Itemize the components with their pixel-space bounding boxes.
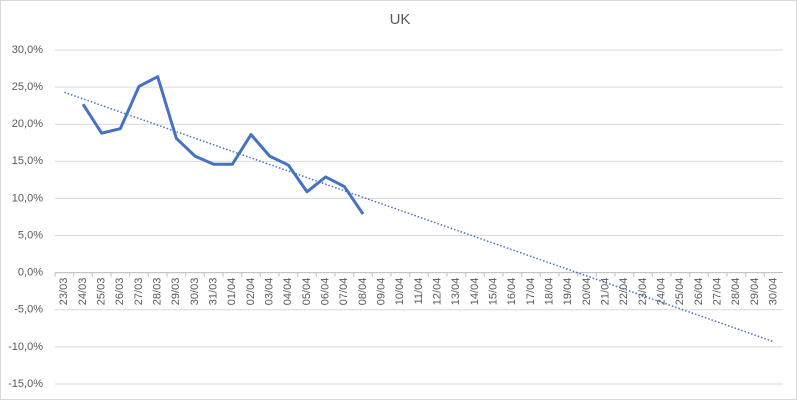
x-tick-label: 04/04 bbox=[282, 278, 294, 306]
data-line bbox=[81, 75, 365, 215]
x-tick-label: 27/03 bbox=[133, 278, 145, 306]
x-tick-label: 26/04 bbox=[693, 278, 705, 306]
x-tick-label: 24/04 bbox=[656, 278, 668, 306]
x-tick-label: 09/04 bbox=[376, 278, 388, 306]
trendline bbox=[64, 91, 774, 343]
y-tick-label: 5,0% bbox=[18, 229, 43, 241]
x-tick-label: 16/04 bbox=[506, 278, 518, 306]
x-tick-label: 21/04 bbox=[600, 278, 612, 306]
x-tick-label: 13/04 bbox=[450, 278, 462, 306]
x-tick-label: 17/04 bbox=[525, 278, 537, 306]
x-tick-label: 30/04 bbox=[768, 278, 780, 306]
x-tick-label: 11/04 bbox=[413, 278, 425, 305]
x-tick-label: 23/03 bbox=[58, 278, 70, 306]
x-tick-label: 29/03 bbox=[170, 278, 182, 306]
x-tick-label: 19/04 bbox=[562, 278, 574, 306]
x-tick-label: 01/04 bbox=[226, 278, 238, 306]
x-tick-label: 03/04 bbox=[264, 278, 276, 306]
x-tick-label: 07/04 bbox=[338, 278, 350, 306]
x-tick-label: 02/04 bbox=[245, 278, 257, 306]
x-tick-label: 27/04 bbox=[712, 278, 724, 306]
y-tick-label: -5,0% bbox=[14, 304, 43, 316]
y-tick-label: -10,0% bbox=[8, 341, 43, 353]
x-tick-label: 22/04 bbox=[618, 278, 630, 306]
x-tick-label: 25/03 bbox=[96, 278, 108, 306]
y-tick-label: -15,0% bbox=[8, 378, 43, 390]
x-tick-label: 14/04 bbox=[469, 278, 481, 306]
x-tick-label: 28/04 bbox=[730, 278, 742, 306]
x-tick-label: 10/04 bbox=[394, 278, 406, 306]
y-tick-label: 30,0% bbox=[12, 44, 43, 56]
y-tick-label: 15,0% bbox=[12, 155, 43, 167]
x-tick-label: 29/04 bbox=[749, 278, 761, 306]
x-tick-label: 24/03 bbox=[77, 278, 89, 306]
x-tick-label: 06/04 bbox=[320, 278, 332, 306]
x-tick-label: 23/04 bbox=[637, 278, 649, 306]
x-tick-label: 05/04 bbox=[301, 278, 313, 306]
chart-title: UK bbox=[390, 11, 411, 28]
x-tick-label: 08/04 bbox=[357, 278, 369, 306]
x-tick-label: 15/04 bbox=[488, 278, 500, 306]
x-tick-label: 25/04 bbox=[674, 278, 686, 306]
y-tick-label: 25,0% bbox=[12, 81, 43, 93]
y-tick-label: 0,0% bbox=[18, 267, 43, 279]
x-tick-label: 26/03 bbox=[114, 278, 126, 306]
x-tick-label: 20/04 bbox=[581, 278, 593, 306]
y-tick-label: 10,0% bbox=[12, 192, 43, 204]
x-tick-label: 30/03 bbox=[189, 278, 201, 306]
x-tick-label: 12/04 bbox=[432, 278, 444, 306]
x-tick-label: 31/03 bbox=[208, 278, 220, 306]
x-tick-label: 28/03 bbox=[152, 278, 164, 306]
y-tick-label: 20,0% bbox=[12, 118, 43, 130]
x-tick-label: 18/04 bbox=[544, 278, 556, 306]
